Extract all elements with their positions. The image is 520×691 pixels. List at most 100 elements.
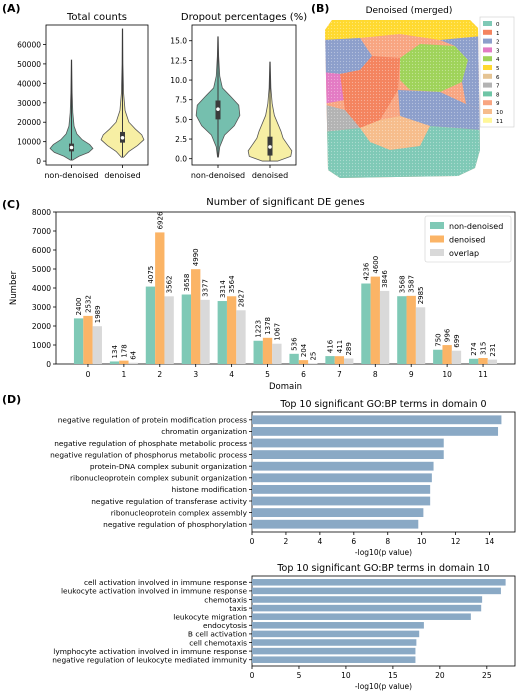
bar-value-label: 1378 — [264, 317, 272, 335]
bar-value-label: 25 — [309, 352, 317, 361]
y-tick-label: 15.0 — [170, 37, 187, 46]
legend-label-denoised: denoised — [449, 236, 485, 245]
bar-denoised-9 — [406, 295, 416, 364]
plot-frame — [45, 24, 149, 166]
bar-denoised-2 — [155, 232, 165, 364]
x-tick-label: 2 — [284, 537, 289, 546]
bar-non-denoised-7 — [325, 356, 335, 364]
y-tick-label: 10000 — [17, 138, 41, 147]
legend-label-10: 10 — [496, 110, 503, 116]
bar-non-denoised-10 — [433, 349, 443, 364]
go-bar — [252, 450, 444, 460]
go-bar — [252, 613, 471, 620]
x-tick-label: non-denoised — [44, 171, 98, 180]
legend-label-11: 11 — [496, 119, 503, 125]
bar-value-label: 3562 — [166, 275, 174, 293]
bar-value-label: 3846 — [381, 270, 389, 288]
bar-overlap-5 — [272, 343, 282, 364]
go-term-label: lymphocyte activation involved in immune… — [53, 647, 247, 656]
legend-swatch-non-denoised — [430, 222, 444, 229]
bar-overlap-3 — [200, 299, 210, 364]
x-tick-label: 5 — [297, 671, 302, 680]
y-tick-label: 8000 — [32, 208, 51, 217]
bar-non-denoised-5 — [253, 340, 263, 364]
plot-frame — [251, 411, 516, 533]
legend-swatch-1 — [483, 29, 492, 35]
legend-label-7: 7 — [496, 84, 500, 90]
x-axis-label: -log10(p value) — [355, 548, 412, 557]
plot-frame — [251, 575, 516, 667]
x-axis-label: -log10(p value) — [355, 682, 412, 691]
violin-total-counts: Total counts 0 10000 20000 30000 40000 50000 60… — [17, 12, 149, 180]
y-tick-label: 5000 — [32, 265, 51, 274]
go-bar — [252, 647, 416, 655]
go-term-label: negative regulation of phosphorus metabo… — [50, 450, 247, 459]
y-tick-label: 60000 — [17, 40, 41, 49]
x-tick-label: 6 — [351, 537, 356, 546]
bar-value-label: 178 — [120, 344, 128, 357]
go-term-label: histone modification — [172, 485, 248, 494]
x-tick-label: 1 — [121, 370, 126, 379]
de-genes-bar-chart: Number of significant DE genes Number Doma… — [9, 197, 516, 392]
y-tick-label: 20000 — [17, 118, 41, 127]
x-tick-label: 15 — [388, 671, 398, 680]
legend-label-8: 8 — [496, 92, 500, 98]
go-bar — [252, 579, 506, 586]
panel-label-a: (A) — [2, 2, 21, 15]
panel-label-b: (B) — [311, 2, 329, 15]
violin-median — [69, 145, 74, 150]
panel-label-c: (C) — [2, 198, 20, 211]
go-bar — [252, 596, 483, 603]
go-bar — [252, 473, 432, 483]
x-tick-label: 6 — [301, 370, 306, 379]
bar-overlap-0 — [92, 326, 102, 364]
go-bar — [252, 426, 499, 436]
chart-title: Dropout percentages (%) — [181, 12, 307, 23]
legend-swatch-overlap — [430, 249, 444, 256]
tissue-area — [325, 20, 480, 178]
go-terms-domain0-chart: Top 10 significant GO:BP terms in domain… — [50, 399, 516, 557]
bar-value-label: 274 — [470, 342, 478, 356]
bar-value-label: 2827 — [237, 289, 245, 307]
bar-denoised-8 — [370, 276, 380, 364]
x-tick-label: 25 — [482, 671, 492, 680]
legend-label-0: 0 — [496, 22, 500, 28]
go-bar — [252, 484, 431, 494]
legend-swatch-9 — [483, 100, 492, 106]
go-term-label: negative regulation of transferase activ… — [91, 497, 247, 506]
x-tick-label: denoised — [252, 171, 288, 180]
x-tick-label: non-denoised — [191, 171, 245, 180]
bar-overlap-10 — [451, 350, 462, 364]
x-tick-label: 9 — [409, 370, 414, 379]
bar-denoised-4 — [226, 296, 237, 364]
legend-swatch-10 — [483, 109, 492, 114]
x-tick-label: 7 — [337, 370, 342, 379]
y-tick-label: 2000 — [32, 322, 51, 331]
go-term-label: ribonucleoprotein complex subunit organi… — [70, 474, 247, 483]
bar-value-label: 3658 — [183, 274, 191, 292]
x-tick-label: 8 — [373, 370, 378, 379]
spatial-legend: 0 1 2 3 4 5 6 7 8 9 10 11 — [479, 16, 515, 128]
y-axis-label: Number — [9, 270, 19, 305]
bar-overlap-11 — [487, 359, 498, 364]
go-bar — [252, 508, 424, 518]
y-tick-label: 0 — [46, 360, 51, 369]
bar-value-label: 411 — [336, 340, 344, 353]
chart-title: Total counts — [66, 12, 127, 23]
bar-non-denoised-9 — [397, 296, 407, 364]
go-term-label: endocytosis — [203, 621, 247, 630]
bar-value-label: 536 — [291, 337, 299, 351]
x-tick-label: 0 — [86, 370, 91, 379]
bar-non-denoised-2 — [145, 286, 156, 364]
x-tick-label: 4 — [317, 537, 322, 546]
legend-swatch-denoised — [430, 235, 444, 243]
bar-value-label: 750 — [434, 333, 442, 346]
legend-label-3: 3 — [496, 48, 500, 54]
bar-value-label: 2532 — [84, 295, 92, 313]
go-bar — [252, 415, 502, 425]
x-tick-label: 8 — [385, 537, 390, 546]
go-bar — [252, 639, 417, 646]
y-tick-label: 10.0 — [170, 76, 187, 85]
legend-swatch-11 — [483, 117, 492, 123]
bar-denoised-6 — [298, 360, 309, 364]
